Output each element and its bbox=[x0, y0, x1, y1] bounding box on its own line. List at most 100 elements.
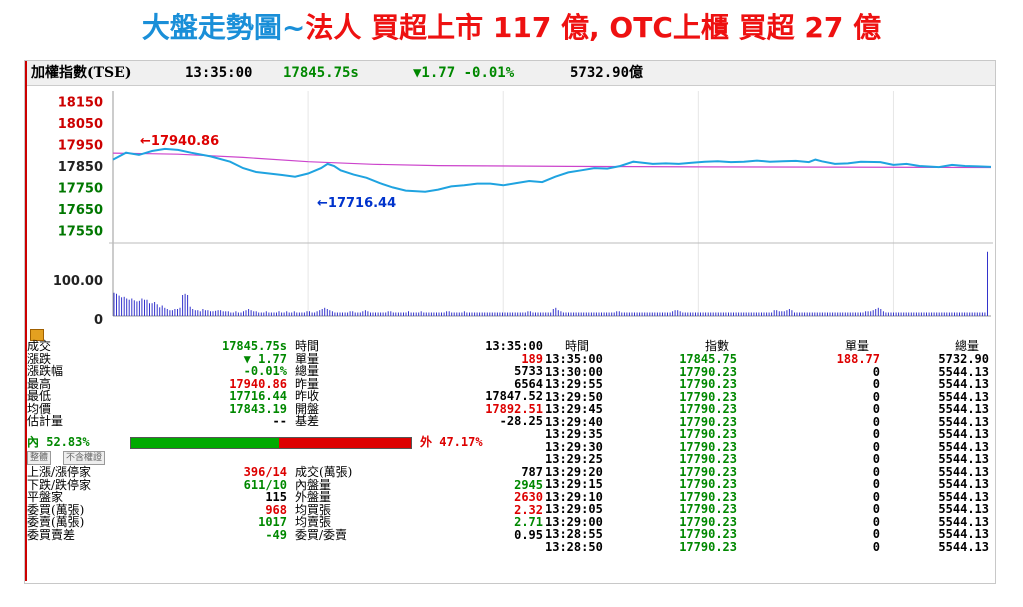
stat-label: 漲跌 bbox=[27, 351, 52, 366]
stat-value: 2630 bbox=[514, 490, 543, 504]
tick-cell: 13:29:40 bbox=[545, 414, 603, 429]
tick-cell: 17790.23 bbox=[679, 402, 737, 416]
tick-cell: 13:29:45 bbox=[545, 402, 603, 416]
tick-cell: 0 bbox=[872, 452, 880, 466]
tick-row: 13:30:00 17790.23 0 5544.13 bbox=[25, 364, 995, 379]
tick-cell: 17790.23 bbox=[679, 464, 737, 479]
stat-value: 396/14 bbox=[243, 465, 287, 479]
stat-label: 最低 bbox=[27, 389, 52, 403]
tick-cell: 13:30:00 bbox=[545, 364, 603, 379]
stat-label: 基差 bbox=[295, 414, 320, 428]
exclude-warrant-button[interactable]: 不含權證 bbox=[63, 451, 106, 465]
price-chart[interactable]: 18150 18050 17950 17850 17750 17650 17550 ←179… bbox=[25, 86, 995, 326]
stat-value: 968 bbox=[265, 502, 287, 517]
stat-row: 均價 17843.19 開盤 17892.51 bbox=[25, 401, 545, 416]
stats-panel: 成交 17845.75s 時間 13:35:00 漲跌 ▼ 1.77 單量 189 漲跌幅 -0.… bbox=[25, 326, 995, 583]
tick-cell: 17790.23 bbox=[679, 377, 737, 391]
home-icon[interactable] bbox=[30, 329, 44, 341]
market-panel: 加權指數(TSE) 13:35:00 17845.75s ▼1.77 -0.01… bbox=[24, 60, 996, 584]
stat-label: 昨量 bbox=[295, 376, 320, 391]
stat-value: 2.71 bbox=[514, 515, 543, 529]
tick-cell: 0 bbox=[872, 464, 880, 479]
quote-amount: 5732.90億 bbox=[570, 65, 644, 81]
tick-cell: 13:29:25 bbox=[545, 452, 603, 466]
stat-value: 5733 bbox=[514, 364, 543, 378]
stat-row: 成交 17845.75s 時間 13:35:00 bbox=[25, 340, 545, 353]
tick-cell: 0 bbox=[872, 539, 880, 554]
stat-value: 17845.75s bbox=[221, 339, 287, 353]
tick-cell: 17790.23 bbox=[679, 439, 737, 454]
stat-value: 17843.19 bbox=[229, 401, 287, 416]
tick-cell: 13:29:30 bbox=[545, 439, 603, 454]
time-tick-label: 13:30 bbox=[956, 325, 993, 326]
stat-label: 最高 bbox=[27, 376, 52, 391]
tick-cell: 5544.13 bbox=[938, 477, 989, 491]
overall-button[interactable]: 整體 bbox=[27, 451, 52, 465]
tick-cell: 17790.23 bbox=[679, 514, 737, 529]
quote-change: ▼1.77 -0.01% bbox=[413, 61, 514, 85]
stat-label: 委賣(萬張) bbox=[27, 515, 85, 529]
stat-value: 115 bbox=[265, 490, 287, 504]
stat-value: 17716.44 bbox=[229, 389, 287, 403]
tick-cell: 5544.13 bbox=[938, 464, 989, 479]
stat-label: 外盤量 bbox=[295, 490, 332, 504]
tick-cell: 0 bbox=[872, 402, 880, 416]
tick-cell: 17790.23 bbox=[679, 427, 737, 441]
tick-cell: 13:29:50 bbox=[545, 389, 603, 404]
volume-axis-0: 0 bbox=[94, 313, 103, 326]
stat-value: 189 bbox=[521, 351, 543, 366]
tick-cell: 17790.23 bbox=[679, 502, 737, 516]
tick-cell: 5544.13 bbox=[938, 539, 989, 554]
stat-label: 單量 bbox=[295, 351, 320, 366]
banner-title: 大盤走勢圖~ bbox=[141, 11, 306, 44]
stat-value: 17940.86 bbox=[229, 376, 287, 391]
time-tick-label: 13 bbox=[885, 325, 902, 326]
stat-row: 委買(萬張) 968 均買張 2.32 bbox=[25, 502, 545, 517]
tick-cell: 5544.13 bbox=[938, 377, 989, 391]
tick-cell: 5544.13 bbox=[938, 389, 989, 404]
stat-row: 委買賣差 -49 委買/委賣 0.95 bbox=[25, 527, 545, 542]
left-red-rule bbox=[25, 61, 27, 581]
stat-row: 最低 17716.44 昨收 17847.52 bbox=[25, 390, 545, 403]
stat-value: -- bbox=[272, 414, 287, 428]
tick-cell: 17790.23 bbox=[679, 364, 737, 379]
stat-label: 委買/委賣 bbox=[295, 527, 348, 542]
price-tick-label: 17750 bbox=[58, 181, 103, 196]
tick-row: 13:29:20 17790.23 0 5544.13 bbox=[25, 464, 995, 479]
buy-sell-ratio: 內 52.83% 外 47.17% bbox=[25, 436, 483, 449]
tick-row: 13:29:15 17790.23 0 5544.13 bbox=[25, 478, 995, 491]
tick-cell: 5544.13 bbox=[938, 364, 989, 379]
stat-value: 2945 bbox=[514, 477, 543, 492]
stat-label: 成交(萬張) bbox=[295, 465, 353, 479]
stat-label: 開盤 bbox=[295, 401, 320, 416]
tick-cell: 0 bbox=[872, 427, 880, 441]
stat-value: 13:35:00 bbox=[485, 339, 543, 353]
price-tick-label: 18150 bbox=[58, 96, 103, 111]
stat-label: 委買(萬張) bbox=[27, 502, 85, 517]
tick-cell: 0 bbox=[872, 439, 880, 454]
quote-header: 加權指數(TSE) 13:35:00 17845.75s ▼1.77 -0.01… bbox=[25, 61, 995, 86]
stat-label: 成交 bbox=[27, 339, 52, 353]
tick-cell: 0 bbox=[872, 364, 880, 379]
tick-cell: 0 bbox=[872, 527, 880, 541]
stat-label: 估計量 bbox=[27, 414, 64, 428]
tick-row: 13:29:30 17790.23 0 5544.13 bbox=[25, 439, 995, 454]
stat-label: 上漲/漲停家 bbox=[27, 465, 92, 479]
ratio-bar-inside bbox=[131, 438, 279, 448]
tick-cell: 13:29:10 bbox=[545, 489, 603, 504]
stat-value: 2.32 bbox=[514, 502, 543, 517]
page-banner: 大盤走勢圖~法人 買超上市 117 億, OTC上櫃 買超 27 億 bbox=[0, 6, 1023, 44]
price-tick-label: 17550 bbox=[58, 224, 103, 239]
tick-cell: 0 bbox=[872, 389, 880, 404]
tick-header-cell: 總量 bbox=[955, 339, 980, 353]
tick-row: 13:28:50 17790.23 0 5544.13 bbox=[25, 539, 995, 554]
price-line bbox=[112, 147, 992, 193]
tick-cell: 5544.13 bbox=[938, 502, 989, 516]
tick-header-cell: 指數 bbox=[705, 339, 730, 353]
tick-row: 13:29:50 17790.23 0 5544.13 bbox=[25, 389, 995, 404]
tick-cell: 13:28:50 bbox=[545, 539, 603, 554]
stat-label: 平盤家 bbox=[27, 490, 64, 504]
stat-row: 漲跌 ▼ 1.77 單量 189 bbox=[25, 351, 545, 366]
tick-cell: 13:29:00 bbox=[545, 514, 603, 529]
stat-row: 最高 17940.86 昨量 6564 bbox=[25, 376, 545, 391]
